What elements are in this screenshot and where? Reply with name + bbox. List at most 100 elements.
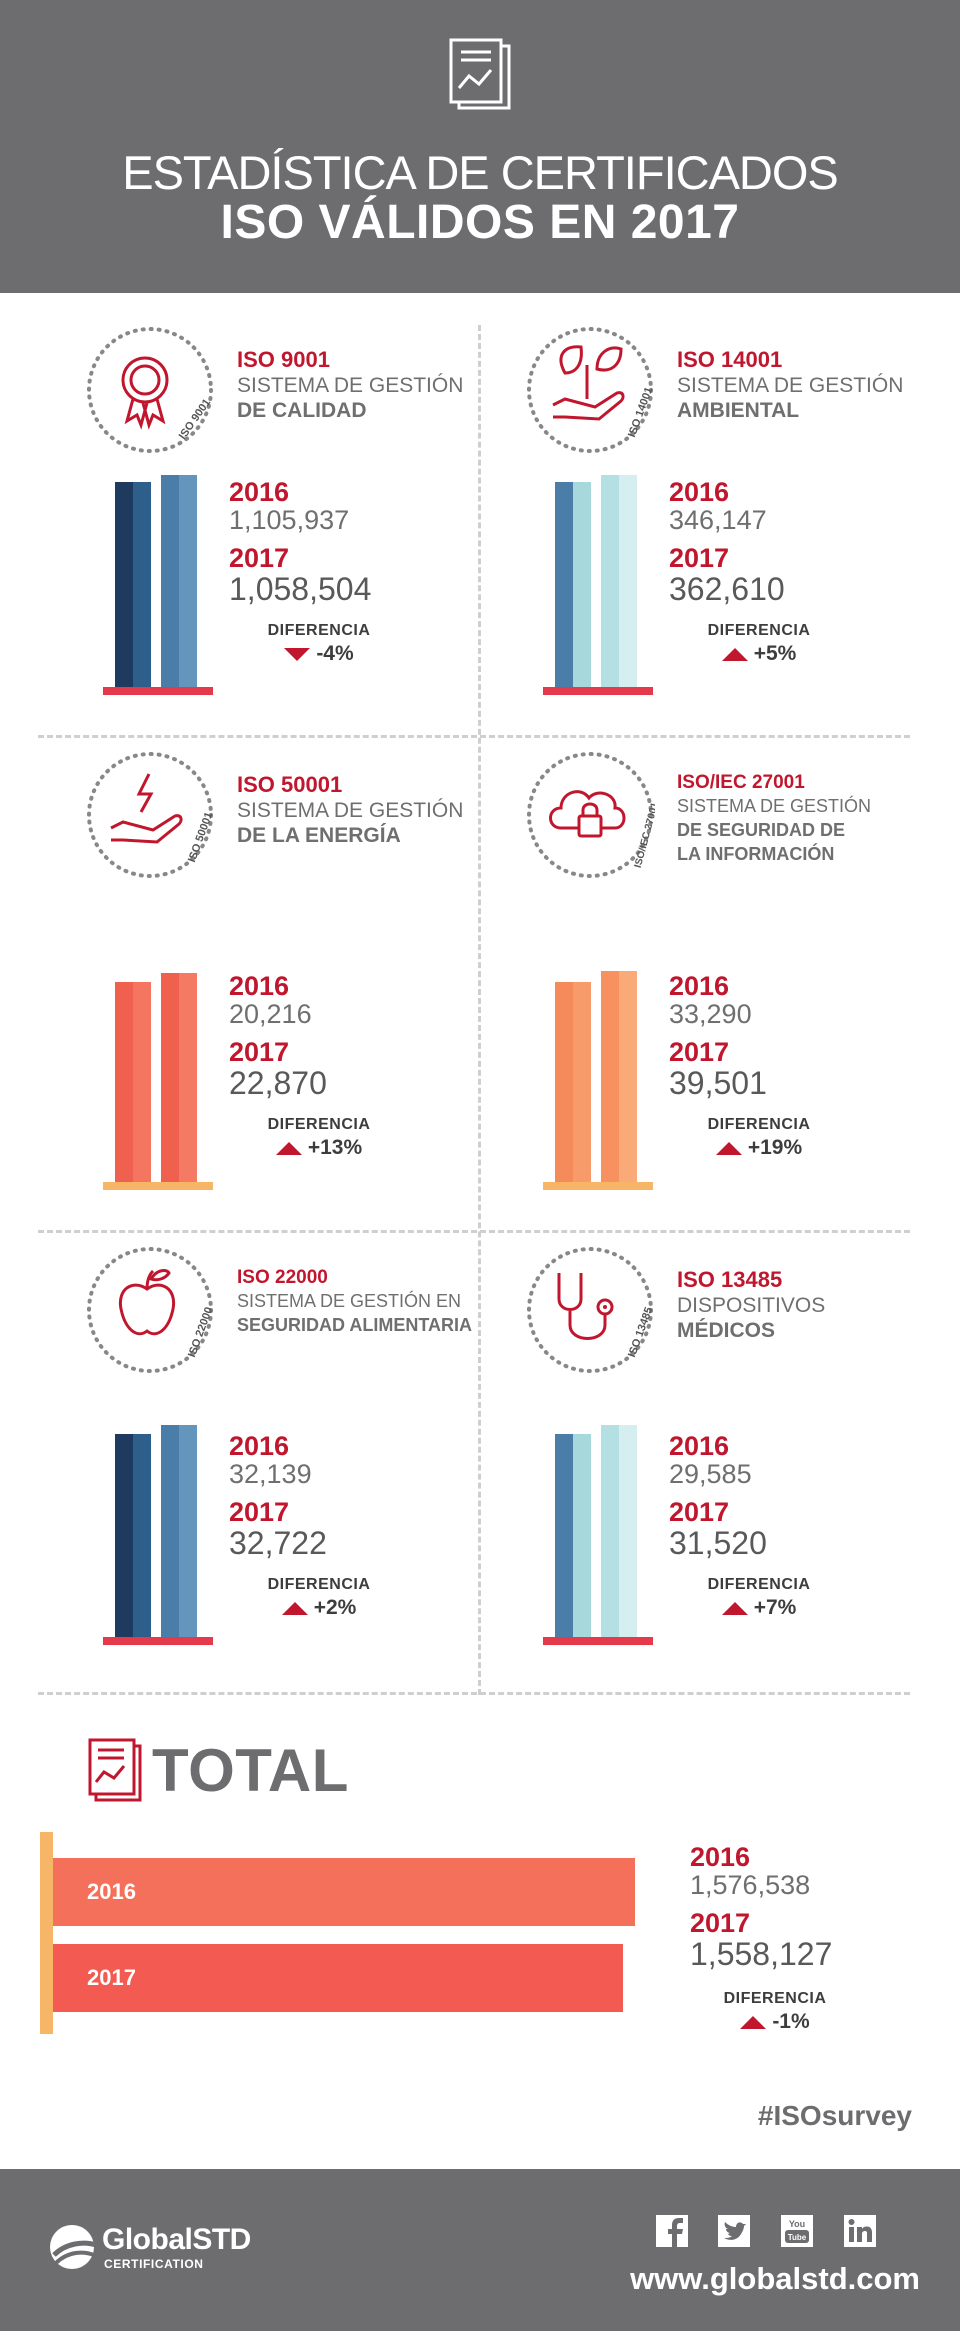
difference-label: DIFERENCIA [267, 1116, 371, 1133]
horizontal-divider [38, 1692, 910, 1695]
card-iso-22000: ISO 22000 ISO 22000 SISTEMA DE GESTIÓN E… [45, 1245, 485, 1665]
iso-code: ISO 22000 [237, 1267, 328, 1288]
twitter-icon[interactable] [717, 2214, 751, 2248]
bar-chart [103, 1425, 213, 1645]
title-line1: SISTEMA DE GESTIÓN EN [237, 1291, 462, 1311]
title-line2: DE LA ENERGÍA [237, 824, 401, 847]
card-iso-13485: ISO 13485 ISO 13485 DISPOSITIVOS MÉDICOS… [485, 1245, 925, 1665]
energy-hand-icon [110, 773, 183, 844]
value-2017: 39,501 [669, 1065, 767, 1101]
title-line2: SEGURIDAD ALIMENTARIA [237, 1315, 472, 1335]
svg-text:ISO 9001: ISO 9001 [177, 397, 213, 442]
bar-chart [543, 475, 653, 695]
value-2016: 20,216 [229, 999, 312, 1029]
total-year-2017: 2017 [690, 1908, 751, 1938]
difference-label: DIFERENCIA [707, 1116, 811, 1133]
iso-code: ISO/IEC 27001 [677, 772, 805, 793]
card-iso-9001: ISO 9001 ISO 9001 SISTEMA DE GESTIÓN DE … [45, 325, 485, 745]
values-block: 2016 346,147 2017 362,610 [669, 478, 785, 606]
total-bar-2016: 2016 [53, 1858, 635, 1926]
year-2016: 2016 [669, 1431, 730, 1461]
title-line2: DE SEGURIDAD DE [677, 820, 846, 840]
horizontal-divider [38, 735, 910, 738]
badge-iso-14001: ISO 14001 [525, 325, 655, 455]
svg-text:ISO 13485: ISO 13485 [626, 1306, 655, 1360]
year-2017: 2017 [669, 1497, 730, 1527]
title-line1: SISTEMA DE GESTIÓN [237, 374, 464, 397]
difference-block: DIFERENCIA +7% [689, 1576, 829, 1620]
year-2017: 2017 [229, 543, 290, 573]
title-line1: SISTEMA DE GESTIÓN [677, 374, 904, 397]
bar-2017 [161, 475, 197, 687]
title-line2: MÉDICOS [677, 1319, 776, 1342]
year-2016: 2016 [229, 1431, 290, 1461]
header-title-line1: ESTADÍSTICA DE CERTIFICADOS [122, 146, 839, 199]
difference-value: +2% [249, 1596, 389, 1620]
difference-value: -4% [249, 642, 389, 666]
iso-code: ISO 50001 [237, 772, 343, 797]
card-title: ISO 9001 SISTEMA DE GESTIÓN DE CALIDAD [237, 347, 497, 423]
value-2016: 346,147 [669, 505, 767, 535]
title-line1: DISPOSITIVOS [677, 1294, 826, 1317]
difference-value: +19% [689, 1136, 829, 1160]
difference-value: +5% [689, 642, 829, 666]
bar-chart [103, 475, 213, 695]
year-2017: 2017 [669, 543, 730, 573]
total-value-2017: 1,558,127 [690, 1936, 833, 1972]
year-2017: 2017 [229, 1037, 290, 1067]
stethoscope-icon [557, 1273, 614, 1340]
difference-block: DIFERENCIA -4% [249, 622, 389, 666]
value-2017: 362,610 [669, 571, 785, 607]
chart-baseline [103, 687, 213, 695]
chart-baseline [543, 687, 653, 695]
svg-text:ISO 14001: ISO 14001 [626, 386, 655, 440]
award-rosette-icon [121, 356, 169, 430]
bar-2016 [115, 982, 151, 1182]
value-2017: 31,520 [669, 1525, 767, 1561]
brand-name: GlobalSTD [102, 2223, 251, 2256]
header-banner: ESTADÍSTICA DE CERTIFICADOS ISO VÁLIDOS … [0, 0, 960, 293]
svg-text:You: You [789, 2219, 805, 2229]
value-2017: 1,058,504 [229, 571, 372, 607]
arrow-up-icon [721, 647, 748, 661]
svg-text:ISO 22000: ISO 22000 [186, 1306, 215, 1360]
values-block: 2016 33,290 2017 39,501 [669, 972, 767, 1100]
leaf-hand-icon [552, 345, 625, 421]
header-title-line2: ISO VÁLIDOS EN 2017 [220, 196, 740, 249]
facebook-icon[interactable] [655, 2214, 689, 2248]
youtube-icon[interactable]: You Tube [780, 2214, 814, 2248]
title-line1: SISTEMA DE GESTIÓN [677, 796, 872, 816]
badge-iso-9001: ISO 9001 [85, 325, 215, 455]
total-value-2016: 1,576,538 [690, 1870, 811, 1900]
difference-label: DIFERENCIA [267, 622, 371, 639]
hashtag[interactable]: #ISOsurvey [757, 2100, 912, 2131]
vertical-divider [478, 325, 481, 1695]
footer: GlobalSTD CERTIFICATION You Tube www.glo… [0, 2169, 960, 2331]
chart-baseline [103, 1182, 213, 1190]
values-block: 2016 29,585 2017 31,520 [669, 1432, 767, 1560]
badge-iso-27001: ISO/IEC 27001 [525, 750, 661, 880]
bar-2016 [555, 982, 591, 1182]
values-block: 2016 1,105,937 2017 1,058,504 [229, 478, 371, 606]
horizontal-divider [38, 1230, 910, 1233]
year-2017: 2017 [229, 1497, 290, 1527]
chart-baseline [543, 1637, 653, 1645]
year-2017: 2017 [669, 1037, 730, 1067]
year-2016: 2016 [669, 477, 730, 507]
value-2017: 32,722 [229, 1525, 327, 1561]
bar-2017 [601, 1425, 637, 1637]
cloud-lock-icon [549, 790, 626, 838]
iso-code: ISO 14001 [677, 347, 783, 372]
bar-2016 [555, 1434, 591, 1637]
bar-2017 [601, 971, 637, 1182]
total-year-2016: 2016 [690, 1842, 751, 1872]
total-title: TOTAL [152, 1737, 349, 1804]
arrow-up-icon [715, 1141, 742, 1155]
total-bar-axis [40, 1832, 53, 2034]
website-link[interactable]: www.globalstd.com [630, 2261, 920, 2296]
report-document-icon [449, 38, 511, 110]
linkedin-icon[interactable] [843, 2214, 877, 2248]
bar-2016 [115, 1434, 151, 1637]
brand-logo[interactable]: GlobalSTD CERTIFICATION [44, 2219, 284, 2275]
brand-subtitle: CERTIFICATION [104, 2257, 204, 2271]
